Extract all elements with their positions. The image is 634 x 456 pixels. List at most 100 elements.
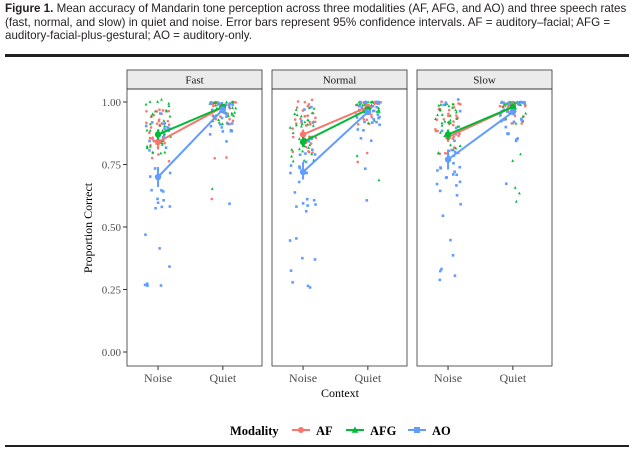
data-point xyxy=(158,247,161,250)
data-point xyxy=(209,124,213,128)
data-point xyxy=(290,154,294,158)
data-point xyxy=(167,101,171,105)
data-point xyxy=(438,278,442,282)
data-point xyxy=(151,112,155,116)
data-point xyxy=(454,108,458,112)
data-point xyxy=(371,104,375,108)
series-line-AFG xyxy=(157,106,224,136)
panel-border xyxy=(416,88,553,367)
data-point xyxy=(307,106,311,109)
data-point xyxy=(358,104,361,108)
data-point xyxy=(310,105,313,109)
data-point xyxy=(160,143,164,146)
figure-caption: Figure 1. Mean accuracy of Mandarin tone… xyxy=(5,2,629,43)
data-point xyxy=(451,254,455,257)
data-point xyxy=(458,165,461,169)
data-point xyxy=(364,100,368,104)
facet-label: Fast xyxy=(185,75,203,87)
data-point xyxy=(295,205,298,208)
data-point xyxy=(514,199,518,203)
data-point xyxy=(520,100,523,104)
data-point xyxy=(451,137,455,140)
data-point xyxy=(148,149,151,152)
mean-point-AFG xyxy=(444,131,452,138)
data-point xyxy=(166,119,170,123)
data-point xyxy=(449,143,452,147)
data-point xyxy=(437,103,441,107)
data-point xyxy=(148,175,152,178)
data-point xyxy=(296,100,300,103)
data-point xyxy=(148,139,151,143)
data-point xyxy=(454,126,458,130)
data-point xyxy=(442,117,446,121)
legend-entry-af: AF xyxy=(316,424,333,438)
data-point xyxy=(377,102,380,106)
data-point xyxy=(504,182,508,186)
data-point xyxy=(355,116,359,119)
mean-point-AO xyxy=(509,108,517,116)
legend-title: Modality xyxy=(230,424,279,438)
data-point xyxy=(365,118,369,122)
data-point xyxy=(311,121,315,124)
data-point xyxy=(217,118,221,121)
data-point xyxy=(513,186,517,189)
data-point xyxy=(148,122,152,126)
data-point xyxy=(306,122,310,126)
data-point xyxy=(309,142,313,145)
data-point xyxy=(370,115,374,119)
data-point xyxy=(169,135,173,138)
data-point xyxy=(438,107,442,111)
mean-point-AF xyxy=(154,138,162,146)
data-point xyxy=(447,104,451,108)
data-point xyxy=(234,106,238,110)
data-point xyxy=(159,112,162,115)
data-point xyxy=(440,123,444,127)
data-point xyxy=(458,132,461,136)
data-point xyxy=(313,120,317,124)
data-point xyxy=(314,136,318,140)
data-point xyxy=(441,214,445,218)
data-point xyxy=(213,156,217,160)
data-point xyxy=(220,116,224,120)
data-point xyxy=(512,120,516,124)
data-point xyxy=(306,204,309,207)
data-point xyxy=(225,140,228,143)
data-point xyxy=(144,233,147,236)
data-point xyxy=(355,154,359,157)
data-point xyxy=(297,137,301,140)
bottom-rule xyxy=(5,445,629,447)
data-point xyxy=(440,267,443,271)
data-point xyxy=(450,148,454,152)
data-point xyxy=(214,103,218,107)
data-point xyxy=(304,152,307,155)
data-point xyxy=(458,180,462,184)
data-point xyxy=(501,105,505,108)
mean-point-AO xyxy=(299,168,307,176)
data-point xyxy=(519,152,522,156)
data-point xyxy=(455,184,458,187)
data-point xyxy=(434,117,437,120)
data-point xyxy=(442,103,445,107)
data-point xyxy=(228,117,231,121)
data-point xyxy=(230,122,234,125)
data-point xyxy=(295,106,299,109)
data-point xyxy=(365,151,369,155)
mean-point-AO xyxy=(154,173,162,181)
data-point xyxy=(233,110,237,114)
series-line-AFG xyxy=(447,106,514,136)
data-point xyxy=(293,112,297,115)
data-point xyxy=(163,141,166,145)
data-point xyxy=(298,166,302,170)
data-point xyxy=(301,202,305,205)
data-point xyxy=(150,156,154,160)
data-point xyxy=(299,117,302,121)
data-point xyxy=(159,151,163,155)
data-point xyxy=(158,108,161,112)
data-point xyxy=(443,151,447,155)
data-point xyxy=(163,150,167,154)
data-point xyxy=(288,126,292,129)
data-point xyxy=(451,102,455,106)
data-point xyxy=(436,169,439,172)
data-point xyxy=(506,105,510,109)
data-point xyxy=(304,124,308,127)
